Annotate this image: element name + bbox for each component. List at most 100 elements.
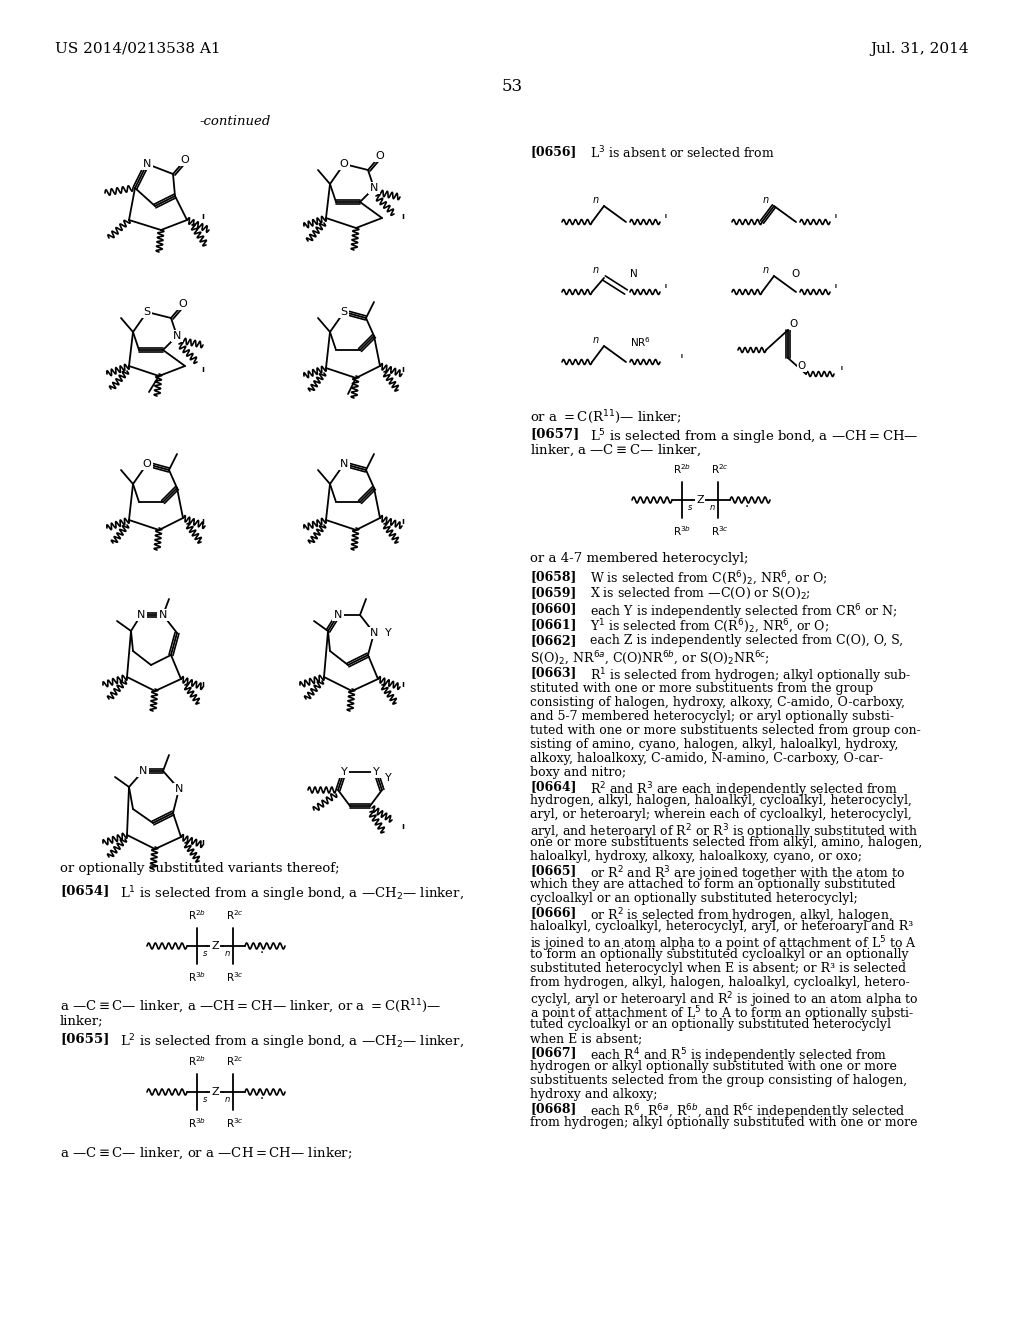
- Text: each R$^4$ and R$^5$ is independently selected from: each R$^4$ and R$^5$ is independently se…: [590, 1045, 887, 1065]
- Text: N: N: [159, 610, 167, 620]
- Text: tuted with one or more substituents selected from group con-: tuted with one or more substituents sele…: [530, 723, 921, 737]
- Text: NR$^6$: NR$^6$: [630, 335, 651, 348]
- Text: O: O: [340, 158, 348, 169]
- Text: [0666]: [0666]: [530, 906, 577, 919]
- Text: R$^{3b}$: R$^{3b}$: [188, 1115, 206, 1130]
- Text: N: N: [175, 784, 183, 795]
- Text: ': ': [200, 213, 205, 231]
- Text: R$^{3b}$: R$^{3b}$: [673, 524, 691, 537]
- Text: n: n: [763, 265, 769, 275]
- Text: which they are attached to form an optionally substituted: which they are attached to form an optio…: [530, 878, 896, 891]
- Text: [0665]: [0665]: [530, 865, 577, 876]
- Text: N: N: [173, 331, 181, 341]
- Text: ': ': [664, 282, 668, 297]
- Text: R$^{2c}$: R$^{2c}$: [226, 1055, 244, 1068]
- Text: [0660]: [0660]: [530, 602, 577, 615]
- Text: S: S: [143, 308, 151, 317]
- Text: ': ': [200, 517, 205, 536]
- Text: when E is absent;: when E is absent;: [530, 1032, 642, 1045]
- Text: N: N: [630, 269, 638, 279]
- Text: N: N: [142, 158, 152, 169]
- Text: substituents selected from the group consisting of halogen,: substituents selected from the group con…: [530, 1074, 907, 1086]
- Text: a point of attachment of L$^5$ to A to form an optionally substi-: a point of attachment of L$^5$ to A to f…: [530, 1005, 914, 1023]
- Text: '.: '.: [742, 496, 751, 510]
- Text: R$^{3c}$: R$^{3c}$: [226, 970, 244, 983]
- Text: O: O: [142, 459, 152, 469]
- Text: N: N: [340, 459, 348, 469]
- Text: each Y is independently selected from CR$^6$ or N;: each Y is independently selected from CR…: [590, 602, 898, 622]
- Text: ': ': [200, 366, 205, 384]
- Text: ': ': [400, 213, 406, 231]
- Text: ': ': [834, 282, 838, 297]
- Text: '.: '.: [257, 942, 265, 956]
- Text: n: n: [593, 265, 599, 275]
- Text: [0659]: [0659]: [530, 586, 577, 599]
- Text: Y$^1$ is selected from C(R$^6$)$_2$, NR$^6$, or O;: Y$^1$ is selected from C(R$^6$)$_2$, NR$…: [590, 618, 829, 636]
- Text: tuted cycloalkyl or an optionally substituted heterocyclyl: tuted cycloalkyl or an optionally substi…: [530, 1018, 891, 1031]
- Text: n: n: [224, 1096, 229, 1104]
- Text: [0667]: [0667]: [530, 1045, 577, 1059]
- Text: ': ': [834, 213, 838, 227]
- Text: s: s: [203, 1096, 207, 1104]
- Text: R$^{2b}$: R$^{2b}$: [673, 462, 691, 477]
- Text: Jul. 31, 2014: Jul. 31, 2014: [870, 42, 969, 55]
- Text: R$^{2c}$: R$^{2c}$: [226, 908, 244, 921]
- Text: or a 4-7 membered heterocyclyl;: or a 4-7 membered heterocyclyl;: [530, 552, 749, 565]
- Text: L$^3$ is absent or selected from: L$^3$ is absent or selected from: [590, 145, 774, 161]
- Text: O: O: [178, 300, 187, 309]
- Text: Y: Y: [385, 774, 391, 783]
- Text: [0668]: [0668]: [530, 1102, 577, 1115]
- Text: or a $=$C(R$^{11}$)— linker;: or a $=$C(R$^{11}$)— linker;: [530, 408, 681, 425]
- Text: s: s: [688, 503, 692, 512]
- Text: W is selected from C(R$^6$)$_2$, NR$^6$, or O;: W is selected from C(R$^6$)$_2$, NR$^6$,…: [590, 570, 827, 589]
- Text: R$^{3c}$: R$^{3c}$: [711, 524, 729, 537]
- Text: haloalkyl, hydroxy, alkoxy, haloalkoxy, cyano, or oxo;: haloalkyl, hydroxy, alkoxy, haloalkoxy, …: [530, 850, 862, 863]
- Text: O: O: [798, 360, 806, 371]
- Text: n: n: [593, 195, 599, 205]
- Text: a —C$\equiv$C— linker, or a —CH$=$CH— linker;: a —C$\equiv$C— linker, or a —CH$=$CH— li…: [60, 1146, 352, 1162]
- Text: [0654]: [0654]: [60, 884, 110, 898]
- Text: R$^{2b}$: R$^{2b}$: [188, 908, 206, 921]
- Text: to form an optionally substituted cycloalkyl or an optionally: to form an optionally substituted cycloa…: [530, 948, 908, 961]
- Text: [0664]: [0664]: [530, 780, 577, 793]
- Text: R$^1$ is selected from hydrogen; alkyl optionally sub-: R$^1$ is selected from hydrogen; alkyl o…: [590, 667, 911, 685]
- Text: N: N: [334, 610, 342, 620]
- Text: R$^{2b}$: R$^{2b}$: [188, 1055, 206, 1068]
- Text: [0663]: [0663]: [530, 667, 577, 678]
- Text: Z: Z: [696, 495, 703, 506]
- Text: s: s: [203, 949, 207, 958]
- Text: [0661]: [0661]: [530, 618, 577, 631]
- Text: N: N: [370, 183, 378, 193]
- Text: alkoxy, haloalkoxy, C-amido, N-amino, C-carboxy, O-car-: alkoxy, haloalkoxy, C-amido, N-amino, C-…: [530, 752, 883, 766]
- Text: hydrogen, alkyl, halogen, haloalkyl, cycloalkyl, heterocyclyl,: hydrogen, alkyl, halogen, haloalkyl, cyc…: [530, 795, 912, 807]
- Text: each Z is independently selected from C(O), O, S,: each Z is independently selected from C(…: [590, 634, 903, 647]
- Text: n: n: [224, 949, 229, 958]
- Text: n: n: [763, 195, 769, 205]
- Text: from hydrogen; alkyl optionally substituted with one or more: from hydrogen; alkyl optionally substitu…: [530, 1115, 918, 1129]
- Text: N: N: [139, 766, 147, 776]
- Text: or optionally substituted variants thereof;: or optionally substituted variants there…: [60, 862, 340, 875]
- Text: L$^1$ is selected from a single bond, a —CH$_2$— linker,: L$^1$ is selected from a single bond, a …: [120, 884, 464, 904]
- Text: Y: Y: [385, 628, 391, 638]
- Text: R$^{3b}$: R$^{3b}$: [188, 970, 206, 983]
- Text: R$^{2c}$: R$^{2c}$: [711, 462, 729, 477]
- Text: R$^2$ and R$^3$ are each independently selected from: R$^2$ and R$^3$ are each independently s…: [590, 780, 897, 800]
- Text: L$^5$ is selected from a single bond, a —CH$=$CH—: L$^5$ is selected from a single bond, a …: [590, 426, 919, 446]
- Text: n: n: [710, 503, 715, 512]
- Text: [0657]: [0657]: [530, 426, 580, 440]
- Text: [0662]: [0662]: [530, 634, 577, 647]
- Text: from hydrogen, alkyl, halogen, haloalkyl, cycloalkyl, hetero-: from hydrogen, alkyl, halogen, haloalkyl…: [530, 975, 909, 989]
- Text: ': ': [680, 352, 684, 367]
- Text: aryl, and heteroaryl of R$^2$ or R$^3$ is optionally substituted with: aryl, and heteroaryl of R$^2$ or R$^3$ i…: [530, 822, 918, 842]
- Text: O: O: [376, 150, 384, 161]
- Text: O: O: [792, 269, 800, 279]
- Text: sisting of amino, cyano, halogen, alkyl, haloalkyl, hydroxy,: sisting of amino, cyano, halogen, alkyl,…: [530, 738, 898, 751]
- Text: [0656]: [0656]: [530, 145, 577, 158]
- Text: L$^2$ is selected from a single bond, a —CH$_2$— linker,: L$^2$ is selected from a single bond, a …: [120, 1032, 464, 1052]
- Text: Z: Z: [211, 941, 219, 950]
- Text: '.: '.: [257, 1088, 265, 1102]
- Text: hydrogen or alkyl optionally substituted with one or more: hydrogen or alkyl optionally substituted…: [530, 1060, 897, 1073]
- Text: is joined to an atom alpha to a point of attachment of L$^5$ to A: is joined to an atom alpha to a point of…: [530, 935, 918, 953]
- Text: R$^{3c}$: R$^{3c}$: [226, 1115, 244, 1130]
- Text: cyclyl, aryl or heteroaryl and R$^2$ is joined to an atom alpha to: cyclyl, aryl or heteroaryl and R$^2$ is …: [530, 990, 919, 1010]
